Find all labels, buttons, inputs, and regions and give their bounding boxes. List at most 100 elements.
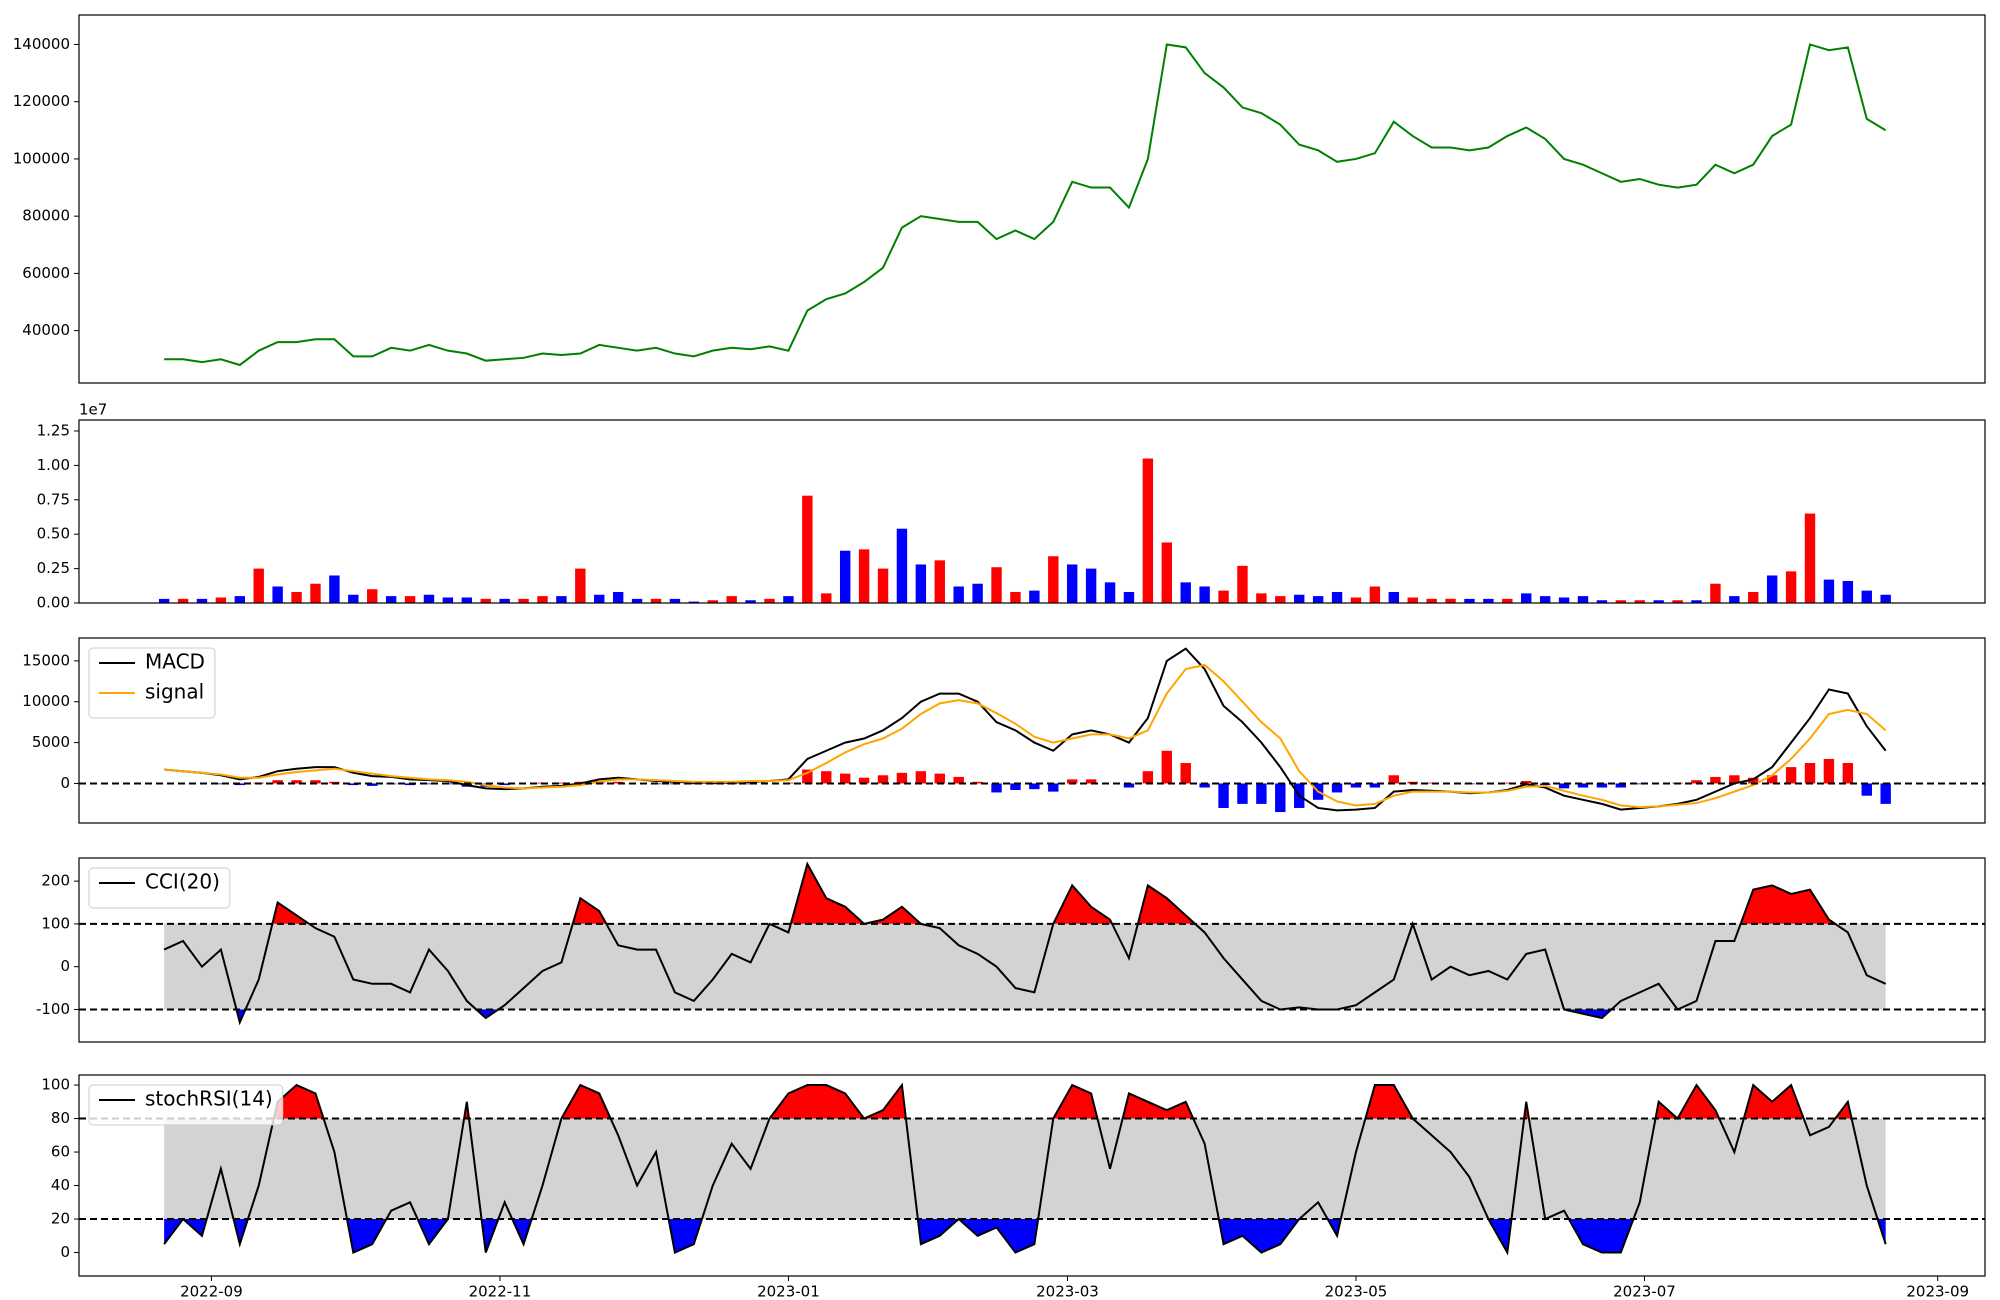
histogram-bar [1880, 783, 1891, 804]
volume-bar [499, 598, 510, 603]
y-tick-label: 10000 [22, 692, 70, 710]
volume-bar [1748, 591, 1759, 603]
histogram-bar [953, 776, 964, 784]
y-tick-label: 0 [60, 957, 70, 975]
volume-bar [442, 597, 454, 603]
volume-bar [650, 598, 662, 603]
volume-bar [1199, 586, 1210, 603]
histogram-bar [1521, 780, 1532, 784]
histogram-bar [821, 771, 832, 784]
volume-bar [896, 528, 908, 603]
volume-bar [1785, 571, 1797, 603]
y-tick-label: 60 [51, 1143, 70, 1161]
volume-bar [669, 598, 681, 603]
overbought-fill [273, 1085, 1852, 1119]
volume-bar [1369, 586, 1381, 603]
histogram-bar [310, 780, 321, 784]
volume-bar [196, 598, 208, 603]
y-tick-label: 40000 [22, 321, 70, 339]
volume-bar [272, 586, 283, 603]
histogram-bar [1123, 783, 1135, 788]
volume-bar [1691, 600, 1702, 603]
volume-bar [1539, 596, 1551, 603]
histogram-bar [556, 782, 567, 784]
y-tick-label: 60000 [22, 264, 70, 282]
volume-bar [764, 598, 775, 603]
x-tick-label: 2023-07 [1613, 1283, 1676, 1300]
volume-bar [839, 550, 851, 603]
plot-frame [78, 419, 1986, 604]
histogram-bar [1010, 783, 1021, 790]
histogram-bar [896, 772, 908, 784]
histogram-bar [1502, 782, 1513, 784]
volume-bar [1407, 597, 1418, 603]
histogram-bar [1369, 783, 1381, 788]
histogram-bar [1066, 779, 1078, 784]
volume-bar [1634, 600, 1645, 603]
neutral-band [164, 1118, 1886, 1220]
volume-bar [575, 568, 586, 603]
y-tick-label: 20 [51, 1210, 70, 1228]
histogram-bar [1029, 783, 1040, 790]
volume-bar [1066, 564, 1078, 603]
histogram-bar [1388, 775, 1400, 784]
legend-label: MACD [145, 650, 205, 674]
volume-bar [1010, 591, 1021, 603]
y-tick-label: 1.00 [37, 456, 70, 474]
y-tick-label: 100 [41, 1076, 70, 1094]
series-line [163, 1082, 1887, 1256]
volume-bar [1483, 598, 1494, 603]
volume-bar [1596, 600, 1608, 603]
histogram-bar [367, 783, 378, 786]
histogram-bar [1766, 775, 1778, 784]
histogram-bar [1218, 783, 1229, 808]
histogram-bar [1691, 780, 1702, 784]
histogram-bar [1237, 783, 1248, 804]
legend-label: stochRSI(14) [145, 1087, 273, 1111]
volume-bar [1842, 580, 1854, 603]
volume-bar [1237, 565, 1248, 603]
volume-bar [234, 596, 246, 603]
volume-bar [1388, 591, 1400, 603]
volume-bar [423, 594, 435, 603]
volume-bar [348, 594, 359, 603]
volume-bar [1218, 590, 1229, 603]
panel [164, 43, 1887, 367]
volume-bar [1710, 583, 1721, 603]
y-tick-label: 1.25 [37, 422, 70, 440]
histogram-bar [272, 780, 283, 784]
x-tick-label: 2023-05 [1325, 1283, 1388, 1300]
oversold-fill [164, 1219, 1886, 1253]
volume-bar [1350, 597, 1362, 603]
volume-bar [1861, 590, 1872, 603]
volume-bar [707, 600, 718, 603]
histogram-bar [688, 783, 700, 785]
histogram-bar [1350, 783, 1362, 788]
volume-bar [877, 568, 889, 603]
series-line [164, 663, 1887, 809]
volume-bar [1577, 596, 1589, 603]
y-tick-label: 0 [60, 1243, 70, 1261]
volume-bar [385, 596, 397, 603]
volume-bar [594, 594, 605, 603]
volume-bar [991, 567, 1002, 603]
volume-bar [821, 593, 832, 603]
histogram-bar [1748, 777, 1759, 784]
histogram-bar [858, 777, 870, 784]
histogram-bar [1275, 783, 1286, 813]
volume-bar [556, 596, 567, 603]
volume-bar [404, 596, 416, 603]
volume-bar [329, 575, 340, 603]
volume-bar [1521, 593, 1532, 603]
y-tick-label: 0.25 [37, 559, 70, 577]
plot-frame [78, 857, 1986, 1043]
volume-bar [1161, 542, 1172, 603]
y-tick-label: 5000 [32, 733, 70, 751]
histogram-bar [1161, 750, 1172, 784]
histogram-bar [802, 769, 813, 784]
volume-bar [1464, 598, 1475, 603]
histogram-bar [1180, 763, 1191, 784]
volume-bar [934, 560, 945, 603]
plot-frame [78, 1074, 1986, 1277]
